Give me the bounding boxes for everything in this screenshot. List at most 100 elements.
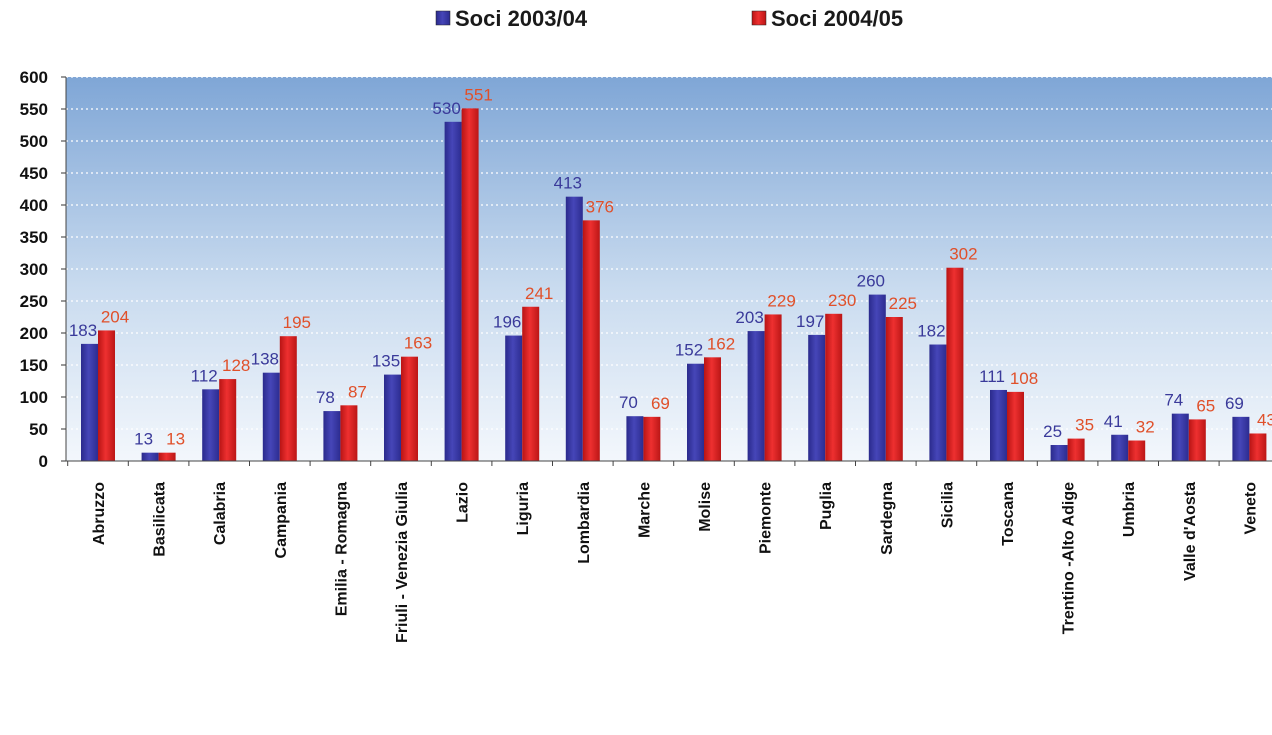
bar-soci-2004-05 [219, 379, 237, 461]
data-label: 196 [493, 313, 521, 332]
data-label: 138 [251, 350, 279, 369]
legend-label: Soci 2003/04 [455, 6, 588, 31]
y-tick-label: 300 [20, 260, 48, 279]
y-tick-label: 0 [39, 452, 48, 471]
bar-soci-2003-04 [141, 452, 159, 461]
bar-soci-2003-04 [626, 416, 644, 461]
x-tick-label: Liguria [515, 482, 532, 535]
data-label: 43 [1257, 410, 1272, 429]
data-label: 32 [1136, 418, 1155, 437]
bar-soci-2003-04 [444, 121, 462, 462]
bar-soci-2003-04 [1171, 413, 1189, 461]
bar-soci-2004-05 [946, 267, 964, 461]
data-label: 41 [1104, 412, 1123, 431]
bar-soci-2003-04 [747, 331, 765, 461]
data-label: 183 [69, 321, 97, 340]
bar-soci-2004-05 [279, 336, 297, 461]
data-label: 135 [372, 352, 400, 371]
y-tick-label: 450 [20, 164, 48, 183]
data-label: 195 [283, 313, 311, 332]
y-tick-label: 150 [20, 356, 48, 375]
legend-swatch [435, 10, 451, 26]
bar-soci-2003-04 [565, 196, 583, 461]
bar-soci-2003-04 [868, 294, 886, 461]
x-tick-label: Friuli - Venezia Giulia [394, 482, 411, 643]
data-label: 413 [554, 174, 582, 193]
data-label: 108 [1010, 369, 1038, 388]
x-tick-label: Marche [636, 482, 653, 538]
data-label: 551 [464, 85, 492, 104]
legend-swatch [751, 10, 767, 26]
bars [81, 108, 1267, 462]
x-tick-label: Umbria [1121, 482, 1138, 537]
bar-soci-2003-04 [990, 389, 1007, 461]
bar-soci-2003-04 [1111, 434, 1129, 461]
data-label: 197 [796, 312, 824, 331]
data-label: 74 [1164, 391, 1183, 410]
x-tick-label: Sardegna [879, 482, 896, 555]
x-axis: Abruzzo Basilicata Calabria Campania Emilia … [66, 460, 1272, 643]
data-label: 152 [675, 341, 703, 360]
x-tick-label: Piemonte [758, 482, 775, 554]
y-tick-label: 350 [20, 228, 48, 247]
x-tick-label: Sicilia [939, 482, 956, 528]
data-label: 112 [191, 366, 218, 385]
bar-soci-2004-05 [401, 356, 418, 461]
bar-soci-2004-05 [461, 108, 479, 462]
data-label: 376 [586, 197, 614, 216]
x-tick-label: Basilicata [152, 482, 169, 557]
x-tick-label: Toscana [1000, 482, 1017, 546]
x-tick-label: Campania [273, 482, 290, 559]
data-label: 530 [432, 99, 460, 118]
bar-soci-2003-04 [1232, 416, 1250, 461]
bar-soci-2004-05 [1249, 433, 1267, 461]
bar-soci-2004-05 [764, 314, 782, 461]
bar-soci-2003-04 [808, 334, 826, 461]
y-tick-label: 600 [20, 68, 48, 87]
data-label: 87 [348, 382, 367, 401]
data-label: 302 [949, 245, 977, 264]
data-label: 162 [707, 334, 735, 353]
bar-soci-2004-05 [582, 220, 600, 461]
y-tick-label: 400 [20, 196, 48, 215]
bar-soci-2003-04 [323, 411, 341, 461]
x-tick-label: Molise [697, 482, 714, 532]
x-tick-label: Puglia [818, 482, 835, 530]
bar-soci-2004-05 [1188, 419, 1206, 461]
bar-soci-2003-04 [687, 363, 704, 461]
data-label: 203 [735, 308, 763, 327]
bar-soci-2004-05 [825, 313, 843, 461]
bar-soci-2003-04 [505, 335, 523, 461]
data-label: 69 [651, 394, 670, 413]
data-label: 260 [857, 272, 885, 291]
y-tick-label: 550 [20, 100, 48, 119]
bar-soci-2003-04 [929, 344, 947, 461]
y-tick-label: 250 [20, 292, 48, 311]
data-label: 65 [1196, 396, 1215, 415]
bar-soci-2004-05 [643, 416, 661, 461]
data-label: 78 [316, 388, 335, 407]
data-label: 13 [166, 430, 185, 449]
x-tick-label: Emilia - Romagna [333, 482, 350, 616]
y-tick-label: 100 [20, 388, 48, 407]
x-tick-label: Lazio [455, 482, 472, 523]
data-label: 13 [134, 430, 153, 449]
bar-soci-2004-05 [522, 306, 540, 461]
bar-soci-2004-05 [1067, 438, 1085, 461]
x-tick-label: Abruzzo [91, 482, 108, 545]
legend-label: Soci 2004/05 [771, 6, 903, 31]
bar-soci-2004-05 [704, 357, 721, 461]
data-label: 241 [525, 284, 553, 303]
x-tick-label: Lombardia [576, 482, 593, 564]
legend: Soci 2003/04 Soci 2004/05 [435, 6, 903, 31]
y-tick-label: 200 [20, 324, 48, 343]
y-axis: 0 50 100 150 200 250 300 350 400 450 500 550 600 [20, 68, 67, 471]
y-tick-label: 500 [20, 132, 48, 151]
bar-soci-2003-04 [202, 389, 220, 461]
bar-soci-2004-05 [885, 317, 903, 461]
x-tick-label: Valle d'Aosta [1182, 482, 1199, 581]
bar-soci-2004-05 [340, 405, 358, 461]
data-label: 70 [619, 393, 638, 412]
